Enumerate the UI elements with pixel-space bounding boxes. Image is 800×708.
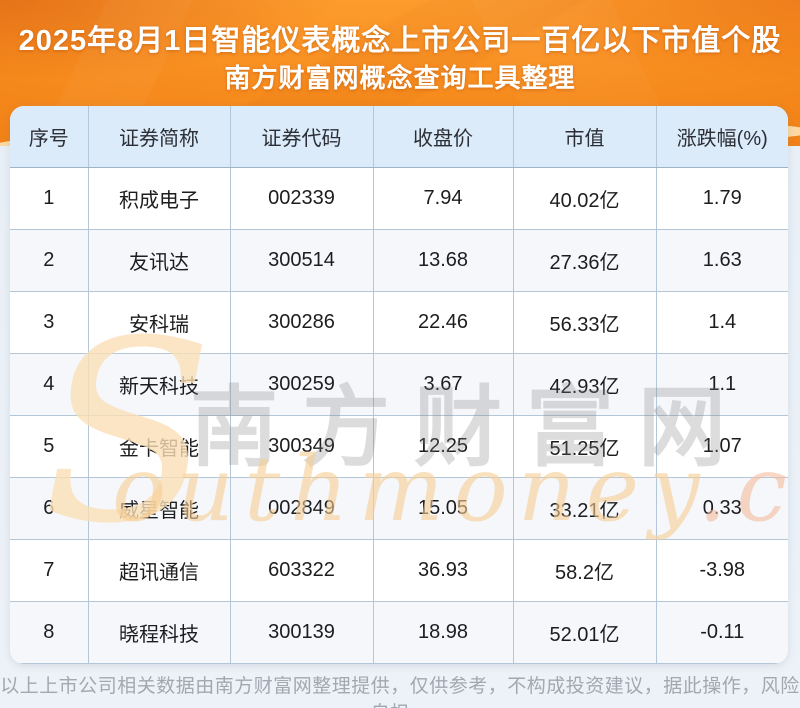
cell-market-cap: 40.02亿 — [512, 166, 657, 230]
cell-close-price: 22.46 — [372, 290, 514, 354]
table-row: 3 安科瑞 300286 22.46 56.33亿 1.4 — [10, 290, 788, 354]
cell-name: 新天科技 — [87, 352, 231, 416]
stock-table: 序号 证券简称 证券代码 收盘价 市值 涨跌幅(%) 1 积成电子 002339 7.94 40.… — [10, 106, 788, 664]
col-header-close-price: 收盘价 — [372, 106, 514, 168]
cell-index: 3 — [10, 290, 89, 354]
cell-change-pct: 1.63 — [655, 228, 788, 292]
cell-code: 002849 — [229, 476, 374, 540]
table-row: 8 晓程科技 300139 18.98 52.01亿 -0.11 — [10, 600, 788, 664]
cell-market-cap: 56.33亿 — [512, 290, 657, 354]
cell-name: 威星智能 — [87, 476, 231, 540]
title-line2: 南方财富网概念查询工具整理 — [224, 63, 576, 93]
cell-name: 积成电子 — [87, 166, 231, 230]
cell-index: 7 — [10, 538, 89, 602]
cell-index: 4 — [10, 352, 89, 416]
cell-close-price: 7.94 — [372, 166, 514, 230]
cell-code: 300514 — [229, 228, 374, 292]
table-row: 4 新天科技 300259 3.67 42.93亿 1.1 — [10, 352, 788, 416]
cell-change-pct: 1.79 — [655, 166, 788, 230]
cell-market-cap: 58.2亿 — [512, 538, 657, 602]
col-header-index: 序号 — [10, 106, 89, 168]
stock-table-card: 序号 证券简称 证券代码 收盘价 市值 涨跌幅(%) 1 积成电子 002339 7.94 40.… — [10, 106, 788, 664]
table-row: 6 威星智能 002849 15.05 33.21亿 0.33 — [10, 476, 788, 540]
cell-code: 300259 — [229, 352, 374, 416]
cell-index: 1 — [10, 166, 89, 230]
cell-code: 603322 — [229, 538, 374, 602]
cell-code: 300286 — [229, 290, 374, 354]
table-row: 1 积成电子 002339 7.94 40.02亿 1.79 — [10, 166, 788, 230]
table-row: 2 友讯达 300514 13.68 27.36亿 1.63 — [10, 228, 788, 292]
col-header-market-cap: 市值 — [512, 106, 657, 168]
cell-market-cap: 42.93亿 — [512, 352, 657, 416]
page-title: 2025年8月1日智能仪表概念上市公司一百亿以下市值个股 南方财富网概念查询工具… — [0, 22, 800, 96]
cell-name: 安科瑞 — [87, 290, 231, 354]
cell-code: 300349 — [229, 414, 374, 478]
cell-close-price: 12.25 — [372, 414, 514, 478]
cell-change-pct: 1.07 — [655, 414, 788, 478]
cell-change-pct: 1.4 — [655, 290, 788, 354]
cell-index: 2 — [10, 228, 89, 292]
table-header-row: 序号 证券简称 证券代码 收盘价 市值 涨跌幅(%) — [10, 106, 788, 168]
cell-market-cap: 51.25亿 — [512, 414, 657, 478]
cell-index: 5 — [10, 414, 89, 478]
cell-code: 002339 — [229, 166, 374, 230]
cell-change-pct: -0.11 — [655, 600, 788, 664]
col-header-name: 证券简称 — [87, 106, 231, 168]
cell-name: 晓程科技 — [87, 600, 231, 664]
table-body: 1 积成电子 002339 7.94 40.02亿 1.79 2 友讯达 300514 13.68… — [10, 166, 788, 664]
table-row: 7 超讯通信 603322 36.93 58.2亿 -3.98 — [10, 538, 788, 602]
cell-name: 金卡智能 — [87, 414, 231, 478]
col-header-change-pct: 涨跌幅(%) — [655, 106, 788, 168]
cell-change-pct: 1.1 — [655, 352, 788, 416]
cell-close-price: 36.93 — [372, 538, 514, 602]
cell-code: 300139 — [229, 600, 374, 664]
cell-index: 6 — [10, 476, 89, 540]
cell-market-cap: 33.21亿 — [512, 476, 657, 540]
footer-disclaimer: 以上上市公司相关数据由南方财富网整理提供，仅供参考，不构成投资建议，据此操作，风… — [0, 676, 800, 708]
cell-close-price: 18.98 — [372, 600, 514, 664]
cell-change-pct: -3.98 — [655, 538, 788, 602]
col-header-code: 证券代码 — [229, 106, 374, 168]
cell-market-cap: 27.36亿 — [512, 228, 657, 292]
cell-change-pct: 0.33 — [655, 476, 788, 540]
cell-name: 友讯达 — [87, 228, 231, 292]
cell-close-price: 3.67 — [372, 352, 514, 416]
cell-name: 超讯通信 — [87, 538, 231, 602]
cell-index: 8 — [10, 600, 89, 664]
cell-close-price: 15.05 — [372, 476, 514, 540]
title-line1: 2025年8月1日智能仪表概念上市公司一百亿以下市值个股 — [18, 25, 782, 57]
table-row: 5 金卡智能 300349 12.25 51.25亿 1.07 — [10, 414, 788, 478]
cell-close-price: 13.68 — [372, 228, 514, 292]
cell-market-cap: 52.01亿 — [512, 600, 657, 664]
